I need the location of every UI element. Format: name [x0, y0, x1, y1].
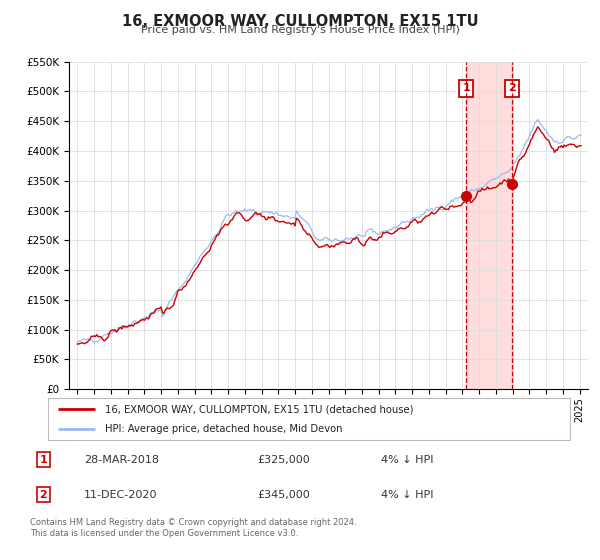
Text: 11-DEC-2020: 11-DEC-2020	[84, 490, 157, 500]
FancyBboxPatch shape	[48, 398, 570, 440]
Text: 2: 2	[508, 83, 515, 94]
Text: 16, EXMOOR WAY, CULLOMPTON, EX15 1TU (detached house): 16, EXMOOR WAY, CULLOMPTON, EX15 1TU (de…	[106, 404, 414, 414]
Text: 2: 2	[40, 490, 47, 500]
Text: 4% ↓ HPI: 4% ↓ HPI	[381, 490, 433, 500]
Text: Price paid vs. HM Land Registry's House Price Index (HPI): Price paid vs. HM Land Registry's House …	[140, 25, 460, 35]
Text: This data is licensed under the Open Government Licence v3.0.: This data is licensed under the Open Gov…	[30, 529, 298, 538]
Text: £345,000: £345,000	[257, 490, 310, 500]
Text: HPI: Average price, detached house, Mid Devon: HPI: Average price, detached house, Mid …	[106, 424, 343, 434]
Text: £325,000: £325,000	[257, 455, 310, 465]
Text: 28-MAR-2018: 28-MAR-2018	[84, 455, 159, 465]
Text: 1: 1	[40, 455, 47, 465]
Text: 1: 1	[463, 83, 470, 94]
Text: Contains HM Land Registry data © Crown copyright and database right 2024.: Contains HM Land Registry data © Crown c…	[30, 518, 356, 527]
Bar	[466, 62, 512, 389]
Text: 16, EXMOOR WAY, CULLOMPTON, EX15 1TU: 16, EXMOOR WAY, CULLOMPTON, EX15 1TU	[122, 14, 478, 29]
Text: 4% ↓ HPI: 4% ↓ HPI	[381, 455, 433, 465]
